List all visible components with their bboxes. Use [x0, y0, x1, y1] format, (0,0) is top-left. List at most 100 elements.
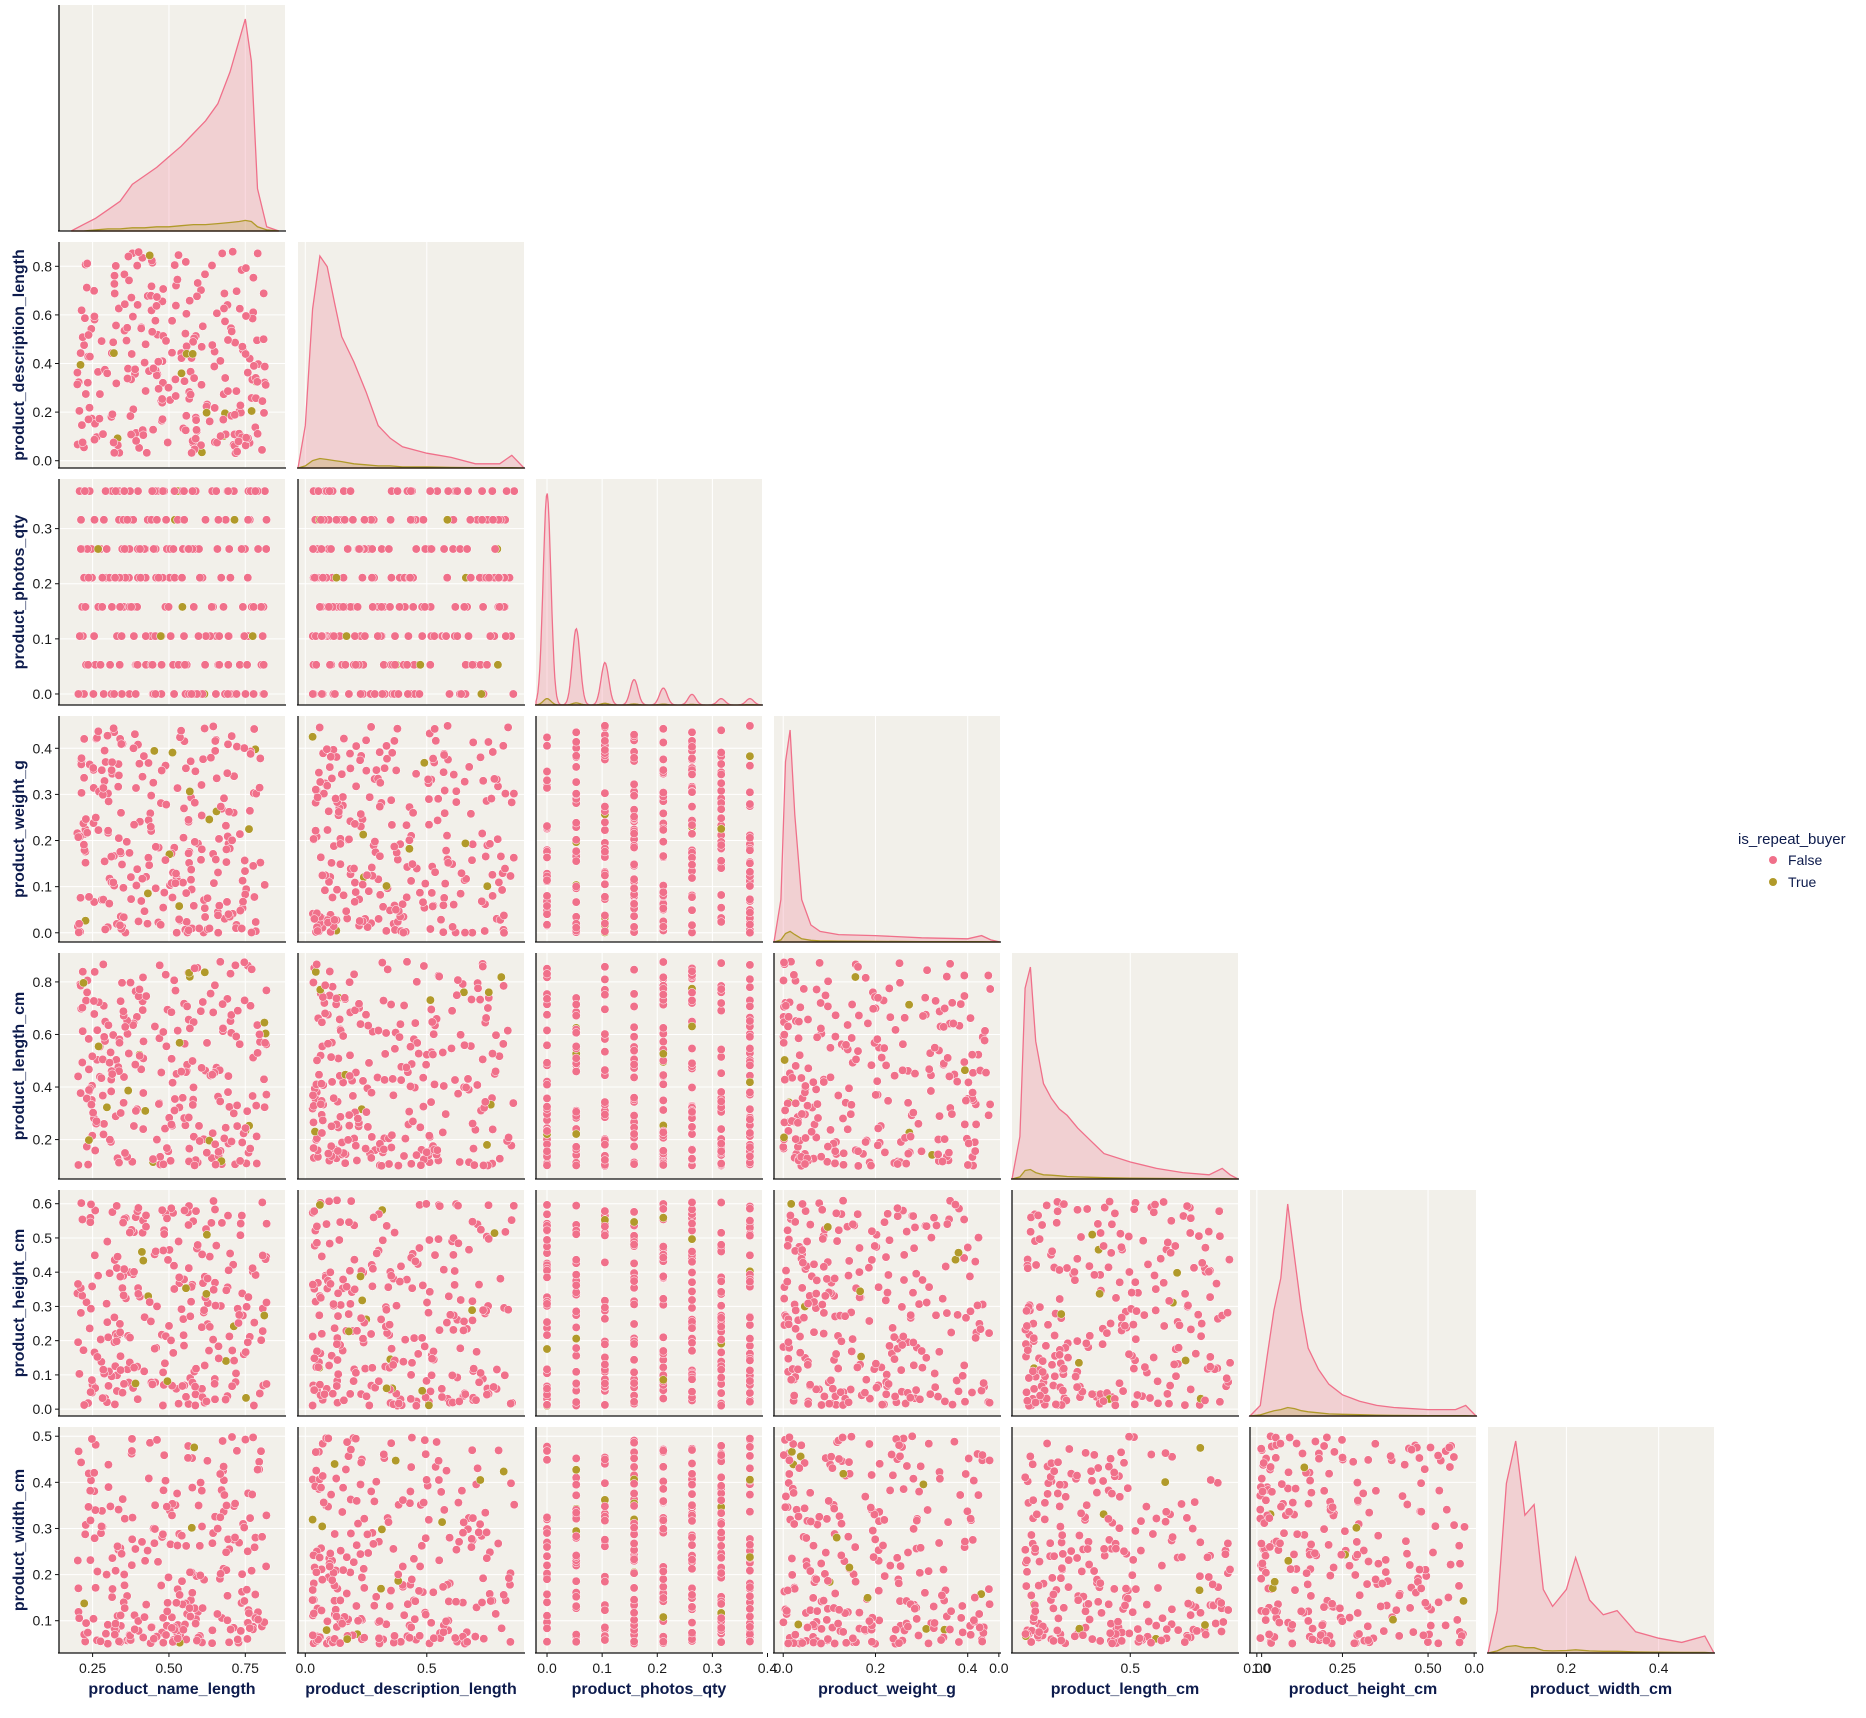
point-false — [977, 1386, 986, 1396]
point-false — [385, 1320, 395, 1330]
point-true — [499, 1467, 509, 1476]
point-false — [245, 1144, 255, 1154]
point-false — [377, 1161, 386, 1171]
point-false — [389, 842, 399, 852]
point-false — [110, 289, 120, 298]
point-false — [206, 753, 216, 763]
y-tick-label: 0.4 — [33, 1474, 53, 1490]
point-false — [315, 1553, 325, 1562]
point-false — [113, 1541, 122, 1551]
point-false — [131, 1106, 141, 1116]
panel-background — [536, 479, 762, 705]
point-false — [74, 1613, 84, 1623]
point-false — [1029, 1333, 1039, 1343]
point-false — [542, 1272, 552, 1282]
point-false — [966, 1013, 975, 1023]
point-false — [499, 928, 509, 938]
point-false — [818, 1234, 828, 1244]
point-false — [89, 312, 99, 321]
y-tick-label: 0.0 — [33, 686, 53, 702]
point-false — [158, 486, 168, 496]
panel-background — [298, 242, 524, 468]
point-false — [192, 1636, 202, 1646]
point-false — [93, 726, 103, 736]
point-false — [365, 792, 375, 802]
point-false — [169, 689, 179, 699]
point-false — [309, 1353, 319, 1363]
point-false — [331, 794, 341, 804]
point-false — [571, 1028, 581, 1038]
point-false — [177, 1576, 187, 1586]
point-false — [141, 991, 151, 1001]
point-false — [245, 1623, 255, 1633]
point-false — [1099, 1396, 1108, 1406]
point-false — [476, 752, 485, 762]
point-false — [789, 970, 799, 980]
point-false — [745, 1277, 755, 1287]
point-false — [190, 1382, 200, 1392]
point-false — [260, 1102, 270, 1112]
point-false — [812, 1099, 822, 1109]
point-false — [629, 843, 639, 852]
point-false — [252, 1159, 262, 1168]
point-true — [377, 1524, 387, 1534]
point-false — [745, 1060, 755, 1070]
point-false — [687, 1628, 697, 1638]
point-false — [469, 1160, 479, 1170]
point-false — [237, 544, 247, 554]
point-false — [312, 1221, 322, 1231]
point-false — [115, 1272, 125, 1282]
point-false — [1185, 1228, 1195, 1238]
point-false — [235, 400, 245, 410]
point-false — [468, 1119, 478, 1129]
point-false — [77, 1058, 87, 1067]
point-false — [240, 1435, 250, 1445]
point-false — [90, 515, 99, 525]
point-false — [425, 924, 435, 934]
panel-product_height_cm-vs-product_description_length — [297, 1190, 525, 1417]
point-false — [320, 1389, 329, 1399]
point-false — [1162, 1389, 1172, 1399]
point-false — [363, 922, 373, 932]
point-false — [716, 1553, 726, 1563]
point-false — [629, 1319, 639, 1329]
point-false — [960, 1119, 970, 1129]
point-false — [250, 1542, 260, 1552]
point-false — [181, 1392, 191, 1402]
point-false — [716, 1301, 726, 1311]
point-false — [239, 957, 249, 967]
point-false — [405, 1487, 415, 1496]
point-false — [353, 602, 363, 612]
point-false — [348, 1091, 358, 1101]
point-false — [377, 602, 386, 612]
point-false — [158, 1367, 168, 1377]
point-false — [779, 958, 789, 967]
point-false — [216, 431, 226, 441]
point-false — [173, 1026, 183, 1036]
point-false — [86, 1387, 96, 1397]
point-false — [687, 802, 697, 812]
point-false — [140, 1612, 149, 1622]
point-false — [350, 1284, 360, 1294]
point-false — [600, 736, 610, 746]
point-false — [366, 1486, 376, 1496]
point-false — [430, 724, 440, 734]
point-false — [98, 783, 108, 793]
point-false — [96, 660, 105, 670]
point-false — [114, 1505, 124, 1515]
point-false — [112, 1201, 122, 1211]
point-false — [437, 1384, 447, 1394]
point-false — [817, 1400, 826, 1410]
point-false — [252, 1131, 262, 1141]
point-false — [171, 1598, 181, 1608]
point-false — [465, 515, 475, 525]
point-false — [797, 1109, 807, 1119]
point-false — [745, 845, 755, 855]
point-false — [97, 336, 107, 346]
point-true — [482, 881, 492, 891]
point-false — [114, 304, 124, 313]
point-false — [507, 797, 517, 807]
panel-product_length_cm-vs-product_photos_qty — [535, 953, 763, 1180]
point-false — [779, 1038, 789, 1048]
